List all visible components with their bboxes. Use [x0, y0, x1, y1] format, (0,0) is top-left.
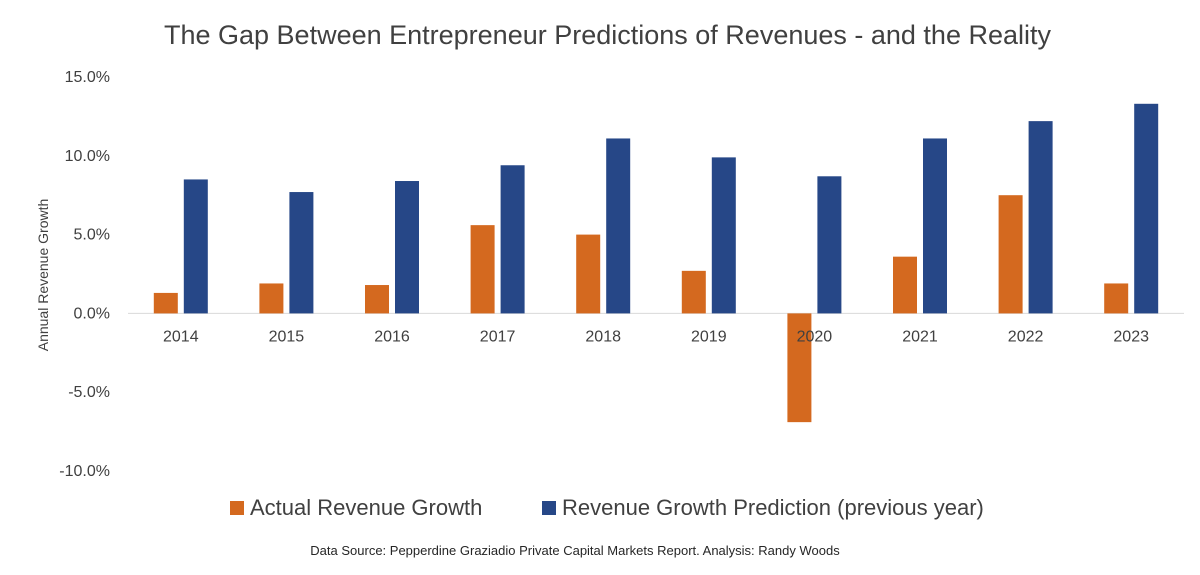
legend-item-actual: Actual Revenue Growth	[230, 495, 482, 521]
x-tick-label: 2023	[1113, 328, 1149, 345]
chart-title: The Gap Between Entrepreneur Predictions…	[163, 20, 1051, 50]
bar-actual	[998, 195, 1023, 314]
legend-swatch-actual	[230, 501, 244, 515]
bar-actual	[365, 285, 389, 314]
bar-prediction	[923, 138, 947, 314]
x-tick-label: 2014	[163, 328, 199, 345]
x-tick-label: 2018	[585, 328, 621, 345]
bar-actual	[470, 225, 495, 314]
legend-label-prediction: Revenue Growth Prediction (previous year…	[562, 495, 984, 520]
x-tick-label: 2021	[902, 328, 938, 345]
bar-actual	[893, 256, 917, 314]
bar-prediction	[289, 192, 314, 314]
legend: Actual Revenue Growth Revenue Growth Pre…	[0, 495, 1200, 525]
bar-prediction	[711, 157, 736, 314]
bar-actual	[787, 313, 812, 423]
bar-prediction	[1028, 121, 1053, 314]
y-tick-label: 10.0%	[65, 148, 110, 165]
source-note: Data Source: Pepperdine Graziadio Privat…	[310, 543, 840, 558]
bar-actual	[153, 292, 178, 314]
y-tick-label: 5.0%	[74, 227, 110, 244]
x-tick-label: 2020	[797, 328, 833, 345]
x-tick-label: 2017	[480, 328, 516, 345]
bar-prediction	[606, 138, 631, 314]
bar-prediction	[1134, 103, 1159, 314]
bar-prediction	[500, 165, 525, 314]
bar-actual	[681, 270, 706, 314]
y-tick-label: -5.0%	[68, 384, 110, 401]
x-tick-label: 2016	[374, 328, 410, 345]
bar-actual	[1104, 283, 1129, 314]
bar-actual	[259, 283, 284, 314]
x-tick-label: 2015	[269, 328, 305, 345]
bar-prediction	[817, 176, 842, 314]
y-tick-label: 0.0%	[74, 305, 110, 322]
x-tick-label: 2022	[1008, 328, 1044, 345]
legend-label-actual: Actual Revenue Growth	[250, 495, 483, 520]
y-tick-label: 15.0%	[65, 69, 110, 86]
bar-prediction	[183, 179, 208, 314]
legend-item-prediction: Revenue Growth Prediction (previous year…	[542, 495, 984, 521]
bar-actual	[576, 234, 601, 314]
x-tick-label: 2019	[691, 328, 727, 345]
y-tick-label: -10.0%	[59, 463, 110, 480]
bar-prediction	[395, 181, 419, 314]
legend-swatch-prediction	[542, 501, 556, 515]
